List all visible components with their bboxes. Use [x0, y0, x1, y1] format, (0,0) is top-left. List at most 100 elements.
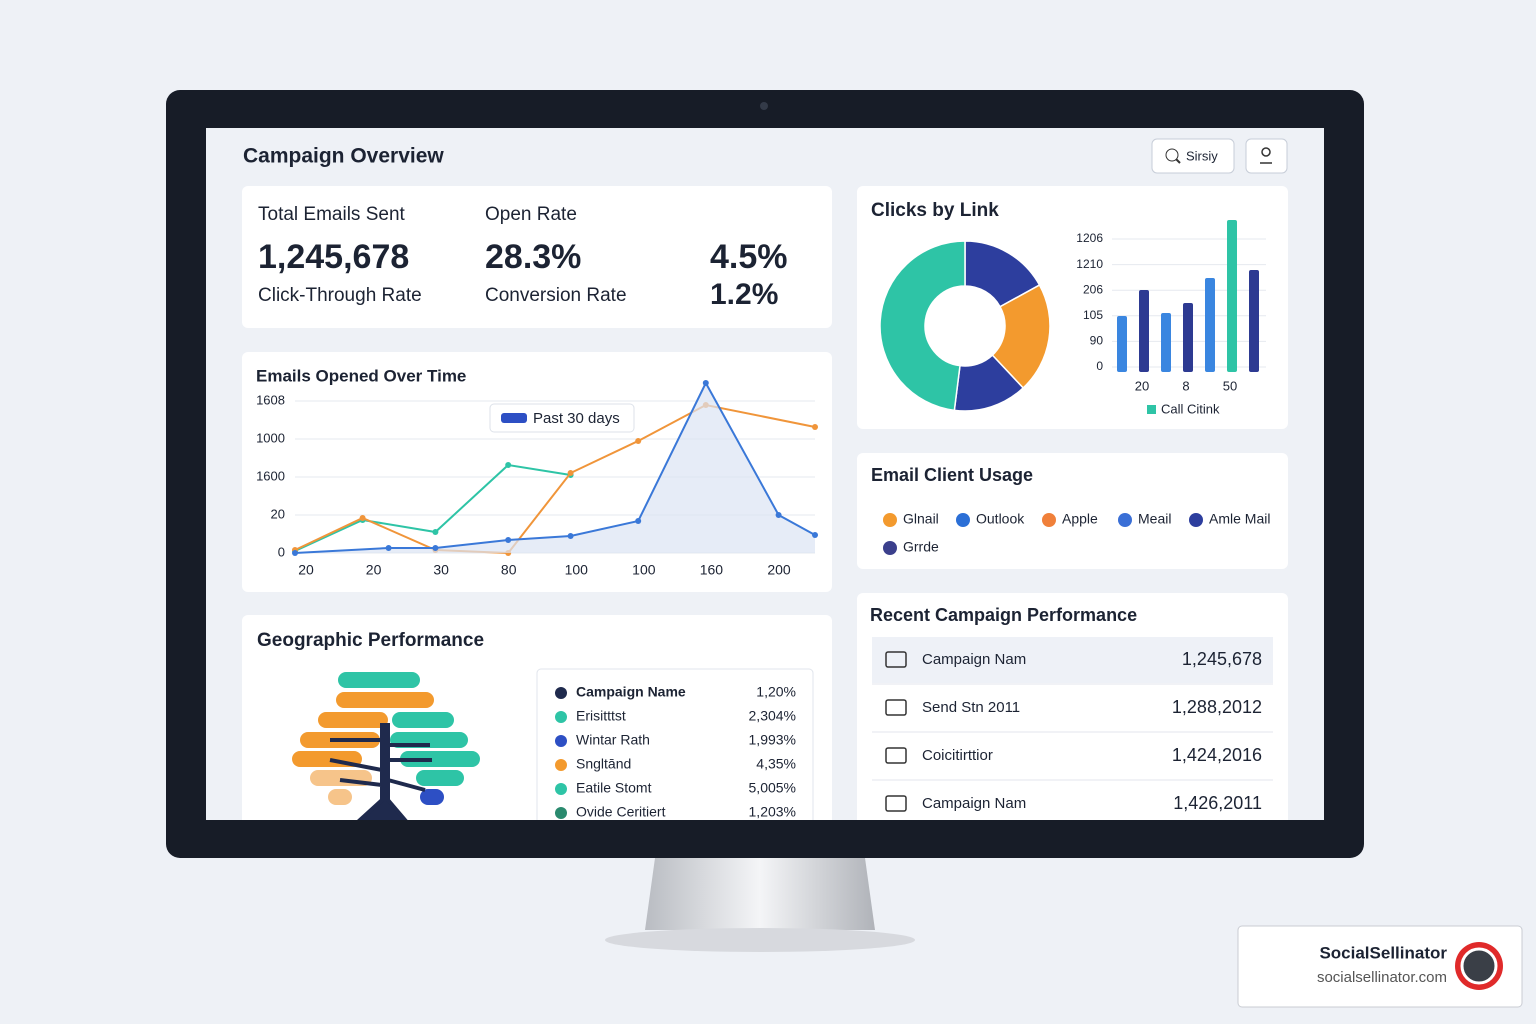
- x-tick-label: 20: [366, 562, 382, 578]
- bar: [1227, 220, 1237, 372]
- section-title: Email Client Usage: [871, 465, 1033, 485]
- bar: [1161, 313, 1171, 372]
- row-dot: [555, 687, 567, 699]
- client-dot: [1042, 513, 1056, 527]
- point: [567, 470, 574, 476]
- row-value: 2,304%: [749, 708, 796, 724]
- client-name: Meail: [1138, 511, 1171, 527]
- row-highlight: [872, 637, 1273, 683]
- row-name: Coicitirttior: [922, 747, 993, 764]
- row-name: Send Stn 2011: [922, 699, 1020, 716]
- row-name: Eatile Stomt: [576, 780, 652, 796]
- x-tick-label: 20: [298, 562, 314, 578]
- point: [702, 380, 709, 386]
- row-value: 4,35%: [756, 756, 796, 772]
- row-icon: [885, 795, 907, 812]
- kpi-value: 1,245,678: [258, 238, 409, 276]
- x-tick-label: 160: [700, 562, 724, 578]
- x-tick-label: 100: [632, 562, 656, 578]
- x-tick-label: 30: [433, 562, 449, 578]
- row-value: 1,288,2012: [1172, 697, 1262, 717]
- kpi-card: [242, 186, 832, 328]
- y-tick-label: 90: [1090, 334, 1104, 348]
- client-name: Outlook: [976, 511, 1025, 527]
- brand-logo-inner: [1460, 947, 1498, 985]
- brand-url: socialsellinator.com: [1317, 969, 1447, 986]
- kpi-value: 28.3%: [485, 238, 581, 276]
- row-name: Erisitttst: [576, 708, 626, 724]
- bar: [1117, 316, 1127, 372]
- point: [505, 537, 512, 543]
- client-dot: [956, 513, 970, 527]
- row-name: Wintar Rath: [576, 732, 650, 748]
- kpi-label: Total Emails Sent: [258, 204, 406, 225]
- row-value: 1,426,2011: [1173, 793, 1262, 813]
- legend-label: Past 30 days: [533, 410, 620, 427]
- screen: Campaign Overview Sirsiy Total Emails Se…: [206, 128, 1324, 820]
- camera: [760, 102, 768, 110]
- point: [432, 545, 439, 551]
- kpi-label: Conversion Rate: [485, 285, 627, 306]
- bar: [1249, 270, 1259, 372]
- page-title: Campaign Overview: [243, 145, 444, 168]
- point: [292, 550, 298, 556]
- brand-name: SocialSellinator: [1319, 943, 1447, 962]
- client-dot: [1189, 513, 1203, 527]
- x-tick-label: 20: [1135, 378, 1149, 393]
- client-name: Amle Mail: [1209, 511, 1270, 527]
- row-value: 1,245,678: [1182, 649, 1262, 669]
- y-tick-label: 1206: [1076, 231, 1103, 245]
- y-tick-label: 20: [271, 506, 285, 521]
- row-icon: [885, 699, 907, 716]
- legend-box: [489, 403, 635, 433]
- point: [812, 424, 818, 430]
- row-name: Ovide Ceritiert: [576, 804, 666, 820]
- email-client-card: [857, 453, 1288, 569]
- client-name: Grrde: [903, 539, 939, 555]
- row-value: 1,203%: [749, 804, 796, 820]
- x-tick-label: 200: [767, 562, 791, 578]
- point: [567, 533, 574, 539]
- monitor-stand: [645, 858, 875, 930]
- point: [505, 462, 512, 468]
- y-tick-label: 0: [1096, 359, 1103, 373]
- point: [812, 532, 818, 538]
- point: [432, 529, 439, 535]
- x-tick-label: 8: [1182, 378, 1189, 393]
- y-tick-label: 1608: [256, 392, 285, 407]
- row-dot: [555, 807, 567, 819]
- section-title: Recent Campaign Performance: [870, 605, 1137, 625]
- y-tick-label: 1600: [256, 468, 285, 483]
- row-name: Sngltānd: [576, 756, 631, 772]
- row-dot: [555, 735, 567, 747]
- row-dot: [555, 759, 567, 771]
- point: [635, 438, 642, 444]
- row-icon: [885, 747, 907, 764]
- donut-slice: [879, 240, 966, 412]
- search-button[interactable]: [1151, 138, 1235, 174]
- geo-table: [536, 668, 814, 820]
- row-dot: [555, 783, 567, 795]
- chart-title: Emails Opened Over Time: [256, 366, 466, 385]
- legend-label: Call Citink: [1161, 401, 1220, 416]
- section-title: Geographic Performance: [257, 630, 484, 651]
- kpi-value: 4.5%: [710, 238, 788, 276]
- kpi-label: Open Rate: [485, 204, 577, 225]
- row-value: 1,424,2016: [1172, 745, 1262, 765]
- point: [635, 518, 642, 524]
- row-value: 1,20%: [756, 684, 796, 700]
- row-value: 5,005%: [749, 780, 796, 796]
- bar: [1183, 303, 1193, 372]
- geo-illustration: [292, 672, 480, 820]
- client-name: Apple: [1062, 511, 1098, 527]
- x-tick-label: 80: [501, 562, 517, 578]
- row-name: Campaign Nam: [922, 651, 1026, 668]
- y-tick-label: 206: [1083, 282, 1103, 296]
- row-name: Campaign Nam: [922, 795, 1026, 812]
- x-tick-label: 50: [1223, 378, 1237, 393]
- chart-title: Clicks by Link: [871, 200, 999, 221]
- y-tick-label: 1000: [256, 430, 285, 445]
- point: [385, 545, 392, 551]
- row-dot: [555, 711, 567, 723]
